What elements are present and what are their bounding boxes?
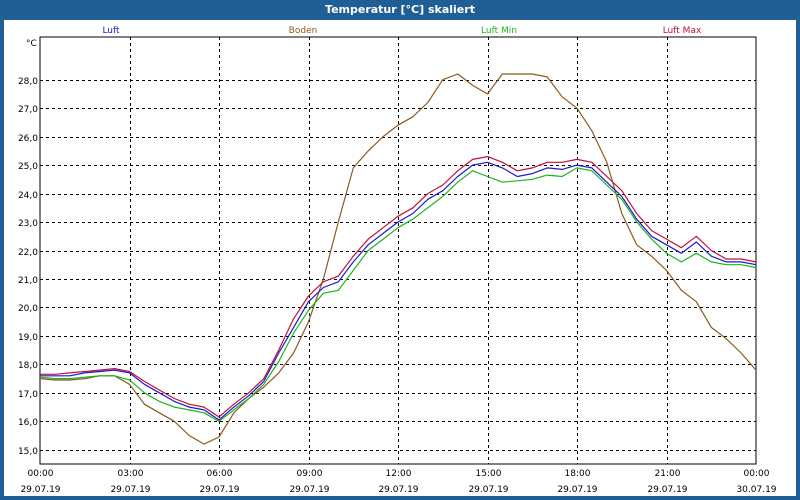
y-tick-label: 23,0 <box>18 219 38 229</box>
x-tick-date: 29.07.19 <box>110 485 150 495</box>
x-tick-date: 29.07.19 <box>199 485 239 495</box>
window-title: Temperatur [°C] skaliert <box>0 0 800 20</box>
x-tick-time: 09:00 <box>297 469 323 479</box>
y-tick-label: 19,0 <box>18 333 38 343</box>
temperature-chart: 15,0 16,0 17,0 18,0 19,0 20,0 21,0 22,0 23,0 24,0… <box>18 26 777 495</box>
legend-entry-2: Boden <box>289 26 318 36</box>
y-tick-label: 15,0 <box>18 447 38 457</box>
y-tick-label: 22,0 <box>18 248 38 258</box>
series-line-4 <box>40 156 757 418</box>
y-tick-label: 24,0 <box>18 191 38 201</box>
y-axis-unit-label: °C <box>26 39 37 49</box>
y-tick-label: 17,0 <box>18 390 38 400</box>
legend-entry-3: Luft Min <box>481 26 517 36</box>
y-tick-label: 16,0 <box>18 418 38 428</box>
legend-entry-1: Luft <box>102 26 120 36</box>
x-tick-time: 12:00 <box>386 469 412 479</box>
y-tick-label: 18,0 <box>18 361 38 371</box>
x-tick-date: 29.07.19 <box>647 485 687 495</box>
legend-entry-4: Luft Max <box>663 26 702 36</box>
x-tick-time: 18:00 <box>565 469 591 479</box>
x-tick-time: 06:00 <box>207 469 233 479</box>
plot-panel: 15,0 16,0 17,0 18,0 19,0 20,0 21,0 22,0 23,0 24,0… <box>4 20 796 496</box>
y-tick-label: 26,0 <box>18 134 38 144</box>
x-tick-date: 30.07.19 <box>736 485 776 495</box>
x-tick-time: 21:00 <box>655 469 681 479</box>
series-line-2 <box>39 73 757 445</box>
y-tick-label: 21,0 <box>18 276 38 286</box>
series-line-1 <box>40 161 757 421</box>
x-tick-date: 29.07.19 <box>289 485 329 495</box>
x-tick-time: 00:00 <box>744 469 770 479</box>
x-tick-date: 29.07.19 <box>20 485 60 495</box>
y-tick-label: 28,0 <box>18 77 38 87</box>
x-tick-date: 29.07.19 <box>468 485 508 495</box>
series-line-3 <box>39 167 757 422</box>
x-tick-time: 15:00 <box>476 469 502 479</box>
x-tick-time: 00:00 <box>28 469 54 479</box>
x-tick-date: 29.07.19 <box>378 485 418 495</box>
x-tick-date: 29.07.19 <box>557 485 597 495</box>
x-tick-time: 03:00 <box>118 469 144 479</box>
y-tick-label: 27,0 <box>18 105 38 115</box>
y-tick-label: 25,0 <box>18 162 38 172</box>
y-tick-label: 20,0 <box>18 304 38 314</box>
